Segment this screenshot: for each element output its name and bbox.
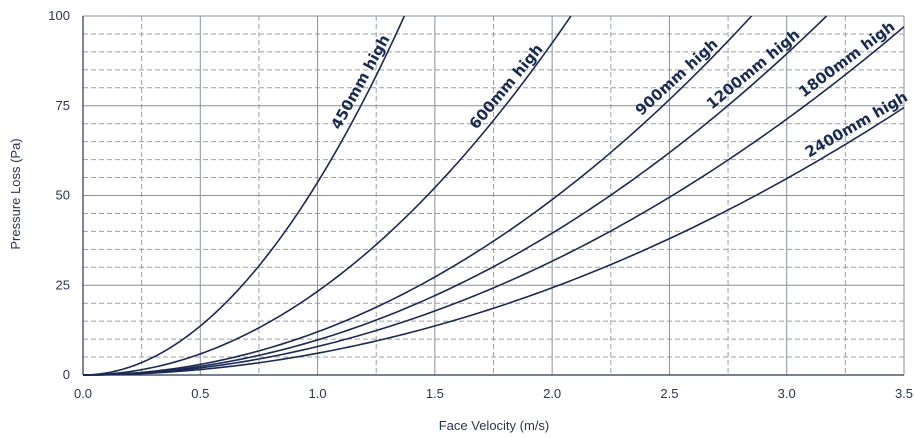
y-axis-label: Pressure Loss (Pa) bbox=[8, 138, 23, 249]
x-tick-label: 0.5 bbox=[191, 386, 209, 401]
major-gridlines bbox=[82, 15, 905, 376]
curve-450mm-high bbox=[82, 15, 406, 376]
y-tick-label: 25 bbox=[56, 277, 70, 292]
y-tick-label: 0 bbox=[63, 367, 70, 382]
x-tick-label: 3.5 bbox=[895, 386, 913, 401]
y-tick-label: 100 bbox=[48, 8, 70, 23]
x-tick-label: 0.0 bbox=[74, 386, 92, 401]
x-axis-label: Face Velocity (m/s) bbox=[439, 418, 550, 433]
x-tick-label: 1.5 bbox=[426, 386, 444, 401]
y-tick-label: 50 bbox=[56, 188, 70, 203]
curves bbox=[82, 15, 905, 376]
curve-900mm-high bbox=[82, 15, 753, 376]
tick-labels: 0.0 0.5 1.0 1.5 2.0 2.5 3.0 3.5 0 25 50 75 100 bbox=[48, 8, 913, 401]
curve-1800mm-high bbox=[82, 26, 905, 376]
curve-600mm-high bbox=[82, 15, 572, 376]
curve-label: 1200mm high bbox=[703, 25, 803, 113]
y-tick-label: 75 bbox=[56, 98, 70, 113]
curve-1200mm-high bbox=[82, 15, 828, 376]
x-tick-label: 2.0 bbox=[543, 386, 561, 401]
x-tick-label: 3.0 bbox=[778, 386, 796, 401]
curve-label: 600mm high bbox=[466, 40, 547, 132]
curve-label: 1800mm high bbox=[795, 17, 898, 101]
curve-label: 2400mm high bbox=[802, 88, 911, 162]
curve-label: 450mm high bbox=[327, 32, 393, 133]
x-tick-label: 2.5 bbox=[660, 386, 678, 401]
x-tick-label: 1.0 bbox=[309, 386, 327, 401]
curve-2400mm-high bbox=[82, 106, 905, 376]
minor-gridlines bbox=[83, 16, 904, 375]
